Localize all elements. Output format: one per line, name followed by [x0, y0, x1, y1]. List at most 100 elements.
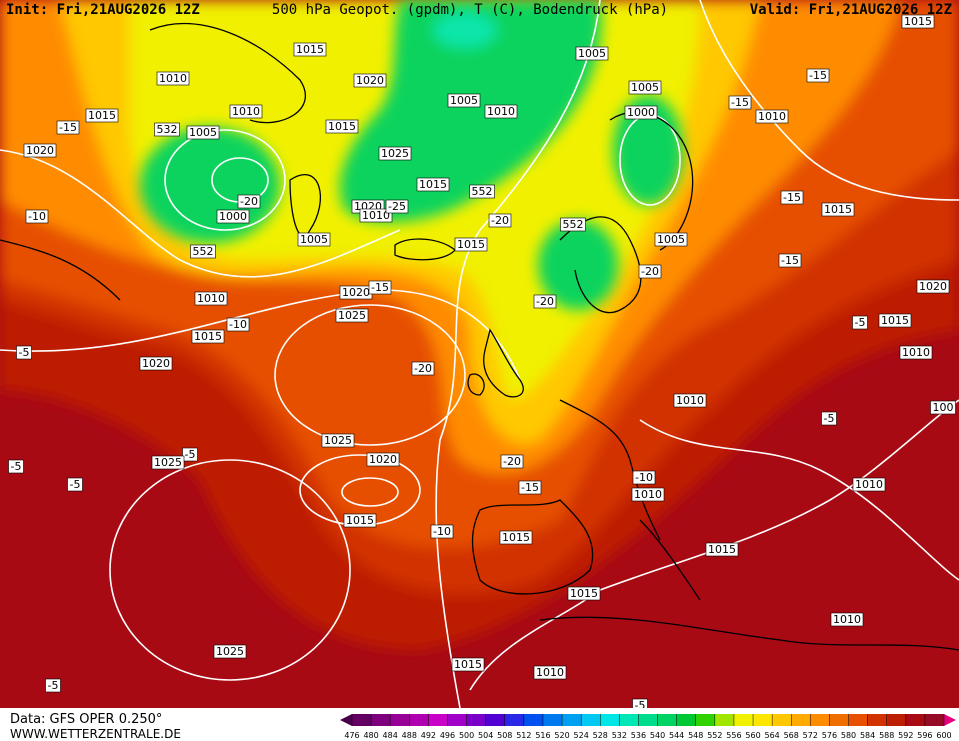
contour-label: 1020: [26, 144, 54, 157]
contour-label: 1005: [631, 81, 659, 94]
label-box: [632, 698, 648, 708]
label-box: [154, 122, 180, 137]
label-box: [899, 345, 933, 360]
contour-label: 552: [472, 185, 493, 198]
contour-label: -10: [635, 471, 653, 484]
contour-label: 552: [563, 218, 584, 231]
label-box: [632, 470, 656, 485]
contour-label: 1010: [902, 346, 930, 359]
contour-label: 1015: [570, 587, 598, 600]
contour-label: 1025: [154, 456, 182, 469]
contour-label: 1015: [502, 531, 530, 544]
label-box: [673, 393, 707, 408]
contour-label: -5: [70, 478, 81, 491]
label-box: [447, 93, 481, 108]
label-box: [151, 455, 185, 470]
contour-label: -20: [536, 295, 554, 308]
colorbar-tick-label: 564: [764, 731, 779, 740]
label-box: [852, 315, 868, 330]
label-box: [631, 487, 665, 502]
contour-label: -15: [521, 481, 539, 494]
contour-label: -20: [641, 265, 659, 278]
contour-label: -10: [433, 525, 451, 538]
contour-label: 1010: [197, 292, 225, 305]
label-box: [156, 71, 190, 86]
label-box: [297, 232, 331, 247]
colorbar-segment: [581, 714, 601, 726]
label-box: [190, 244, 216, 259]
colorbar-segment: [829, 714, 850, 726]
colorbar-segment: [753, 714, 773, 726]
contour-label: -5: [11, 460, 22, 473]
contour-label: 1015: [457, 238, 485, 251]
label-box: [226, 317, 250, 332]
colorbar-tick-label: 488: [402, 731, 417, 740]
isobars: [0, 0, 959, 708]
coastlines: [0, 22, 959, 651]
label-box: [8, 459, 24, 474]
contour-label: -15: [731, 96, 749, 109]
contour-label: 1010: [159, 72, 187, 85]
contour-label: -20: [414, 362, 432, 375]
contour-label: -15: [783, 191, 801, 204]
colorbar-tick-label: 508: [497, 731, 512, 740]
label-box: [533, 665, 567, 680]
colorbar-arrow: [944, 714, 956, 726]
label-box: [368, 280, 392, 295]
colorbar-tick-label: 476: [344, 731, 359, 740]
contour-label: -15: [781, 254, 799, 267]
contour-label: 1025: [338, 309, 366, 322]
label-box: [359, 208, 393, 223]
label-box: [23, 143, 57, 158]
contour-label: -5: [824, 412, 835, 425]
label-box: [366, 452, 400, 467]
colorbar-segment: [542, 714, 563, 726]
contour-label: 1025: [216, 645, 244, 658]
label-box: [385, 199, 409, 214]
contour-label: 1010: [362, 209, 390, 222]
contour-label: 532: [157, 123, 178, 136]
contour-label: 1015: [419, 178, 447, 191]
label-box: [852, 477, 886, 492]
colorbar-segment: [924, 714, 945, 726]
colorbar-segment: [447, 714, 468, 726]
contour-label: 1020: [142, 357, 170, 370]
contour-label: -5: [635, 699, 646, 712]
colorbar-tick-label: 480: [363, 731, 378, 740]
colorbar-segment: [867, 714, 888, 726]
contour-label: -20: [240, 195, 258, 208]
contour-label: 1005: [189, 126, 217, 139]
colorbar-segment: [905, 714, 926, 726]
colorbar-segment: [810, 714, 830, 726]
colorbar-tick-label: 548: [688, 731, 703, 740]
contour-label: -20: [491, 214, 509, 227]
label-box: [56, 120, 80, 135]
website: WWW.WETTERZENTRALE.DE: [10, 727, 181, 741]
contour-label: -5: [855, 316, 866, 329]
label-box: [567, 586, 601, 601]
contour-label: 1025: [324, 434, 352, 447]
colorbar-segment: [619, 714, 639, 726]
label-box: [16, 345, 32, 360]
contour-label: 1015: [328, 120, 356, 133]
colorbar-segment: [695, 714, 716, 726]
contour-label: 1010: [536, 666, 564, 679]
colorbar-tick-label: 536: [631, 731, 646, 740]
contour-label: 1000: [627, 106, 655, 119]
label-box: [229, 104, 263, 119]
label-box: [451, 657, 485, 672]
label-box: [533, 294, 557, 309]
label-box: [821, 411, 837, 426]
contour-label: -5: [185, 448, 196, 461]
colorbar-segment: [600, 714, 620, 726]
colorbar-segment: [657, 714, 678, 726]
colorbar-segment: [791, 714, 811, 726]
data-source: Data: GFS OPER 0.250°: [10, 712, 162, 727]
label-box: [575, 46, 609, 61]
contour-label: 1015: [296, 43, 324, 56]
label-box: [353, 73, 387, 88]
label-box: [624, 105, 658, 120]
colorbar-tick-label: 540: [650, 731, 665, 740]
colorbar-arrow: [340, 714, 352, 726]
label-box: [806, 68, 830, 83]
